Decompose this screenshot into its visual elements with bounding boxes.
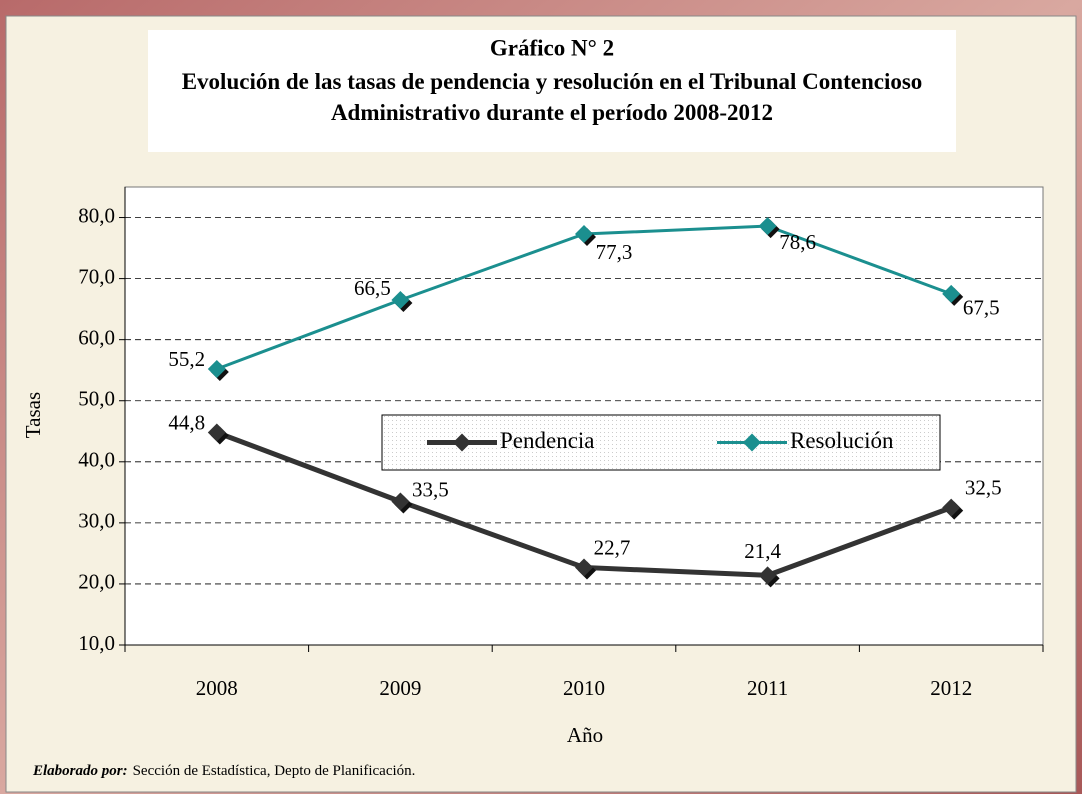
- legend-label: Resolución: [790, 428, 894, 453]
- data-label: 22,7: [594, 535, 631, 559]
- data-label: 66,5: [354, 276, 391, 300]
- marker: [207, 423, 226, 442]
- marker: [391, 290, 410, 309]
- y-tick-label: 70,0: [78, 264, 115, 288]
- y-tick-label: 80,0: [78, 203, 115, 227]
- marker: [207, 359, 226, 378]
- marker: [942, 498, 961, 517]
- source-text: Sección de Estadística, Depto de Planifi…: [133, 763, 416, 779]
- x-tick-label: 2008: [196, 676, 238, 700]
- y-tick-label: 60,0: [78, 325, 115, 349]
- marker: [942, 284, 961, 303]
- marker: [575, 225, 593, 244]
- y-tick-label: 20,0: [78, 570, 115, 594]
- x-tick-label: 2012: [930, 676, 972, 700]
- marker: [391, 492, 410, 511]
- data-label: 67,5: [963, 296, 1000, 320]
- source: Elaborado por: Sección de Estadística, De…: [32, 763, 415, 779]
- marker: [758, 566, 777, 585]
- legend-label: Pendencia: [500, 428, 595, 453]
- chart-title: Gráfico N° 2: [490, 35, 614, 60]
- data-label: 32,5: [965, 475, 1002, 499]
- chart-subtitle: Evolución de las tasas de pendencia y re…: [181, 69, 923, 125]
- x-tick-label: 2009: [379, 676, 421, 700]
- legend-marker: [453, 433, 471, 452]
- data-label: 77,3: [596, 240, 633, 264]
- x-axis-title: Año: [567, 723, 603, 747]
- marker: [575, 558, 593, 577]
- data-label: 33,5: [412, 477, 449, 501]
- title-box: [148, 30, 956, 152]
- legend-marker: [743, 433, 761, 452]
- y-tick-label: 30,0: [78, 509, 115, 533]
- source-label: Elaborado por:: [32, 763, 128, 779]
- data-label: 78,6: [779, 230, 816, 254]
- marker: [758, 217, 777, 236]
- data-label: 55,2: [168, 347, 205, 371]
- y-tick-label: 10,0: [78, 631, 115, 655]
- y-tick-label: 40,0: [78, 448, 115, 472]
- data-label: 44,8: [168, 410, 205, 434]
- x-tick-label: 2010: [563, 676, 605, 700]
- y-axis-title: Tasas: [21, 392, 45, 438]
- y-tick-label: 50,0: [78, 387, 115, 411]
- x-tick-label: 2011: [747, 676, 788, 700]
- data-label: 21,4: [744, 539, 781, 563]
- subtitle-box: Evolución de las tasas de pendencia y re…: [181, 69, 923, 125]
